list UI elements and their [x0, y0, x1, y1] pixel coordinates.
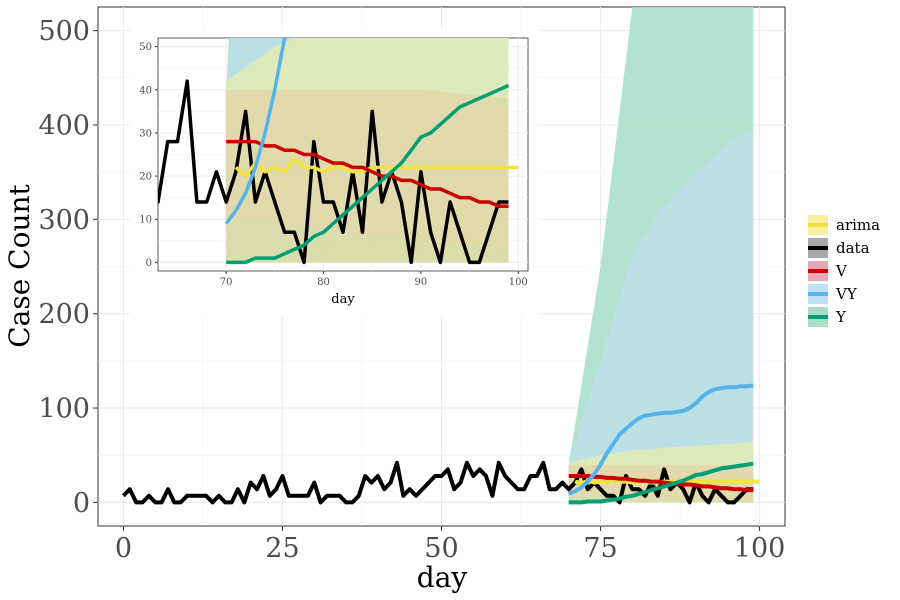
y-axis-title: Case Count	[3, 183, 36, 347]
series-line-vy	[567, 383, 754, 496]
y-tick-label: 100	[38, 393, 90, 424]
series-line-arima	[234, 157, 519, 178]
x-tick-label: 25	[265, 533, 299, 564]
legend: arima data V VY Y	[808, 215, 880, 327]
inset-plot: 70 80 90 100 0 10 20 30 40 50 day	[130, 30, 538, 315]
legend-item-y: Y	[808, 307, 847, 327]
series-line-vy	[224, 38, 287, 225]
series-line-data	[158, 79, 509, 265]
y-tick-label: 30	[139, 128, 152, 139]
y-tick-label: 400	[38, 110, 90, 141]
x-tick-label: 0	[115, 533, 132, 564]
main-series-lines	[121, 383, 760, 505]
y-tick-label: 300	[38, 205, 90, 236]
y-tick-label: 500	[38, 16, 90, 47]
x-tick-label: 100	[734, 533, 786, 564]
legend-item-v: V	[808, 261, 848, 281]
y-tick-label: 200	[38, 299, 90, 330]
y-tick-label: 40	[139, 85, 152, 96]
y-tick-label: 10	[139, 215, 152, 226]
inset-series-lines	[158, 38, 519, 265]
inset-forecast-bands	[226, 38, 509, 263]
series-line-v	[226, 139, 509, 209]
x-axis-title: day	[417, 561, 468, 594]
band-vy	[568, 129, 754, 503]
y-tick-label: 20	[139, 172, 152, 183]
series-line-v	[568, 474, 754, 493]
x-tick-label: 50	[424, 533, 458, 564]
legend-label: data	[836, 239, 870, 257]
y-tick-label: 0	[146, 258, 152, 269]
x-tick-label: 75	[583, 533, 617, 564]
legend-label: VY	[835, 285, 858, 303]
series-line-y	[568, 461, 754, 505]
series-line-y	[226, 83, 510, 265]
legend-label: V	[835, 262, 848, 280]
y-tick-label: 50	[139, 42, 152, 53]
x-tick-label: 90	[415, 277, 428, 288]
legend-label: Y	[835, 308, 847, 326]
legend-item-vy: VY	[808, 284, 858, 304]
inset-axes: 70 80 90 100 0 10 20 30 40 50	[139, 42, 528, 288]
legend-item-arima: arima	[808, 215, 880, 235]
x-tick-label: 100	[509, 277, 528, 288]
x-tick-label: 80	[317, 277, 330, 288]
y-tick-label: 0	[73, 488, 90, 519]
x-tick-label: 70	[220, 277, 233, 288]
inset-x-axis-title: day	[331, 292, 355, 307]
legend-item-data: data	[808, 238, 870, 258]
legend-label: arima	[836, 216, 880, 234]
